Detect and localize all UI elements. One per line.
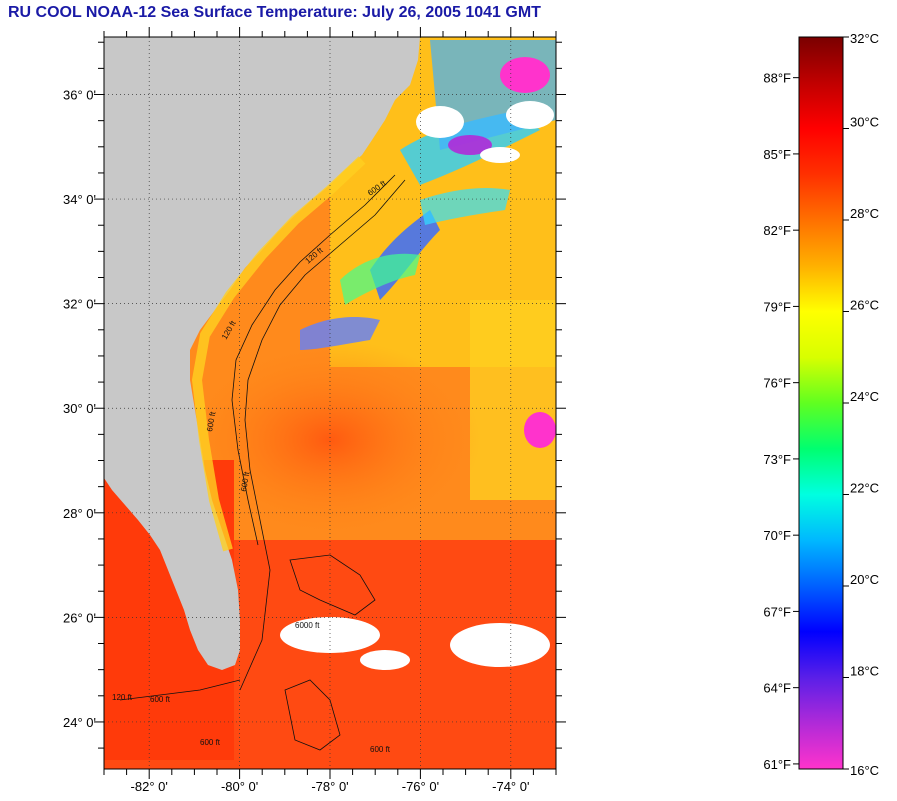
celsius-label: 30°C — [850, 115, 879, 130]
cloud-hatteras — [416, 106, 464, 138]
contour-label: 120 ft — [112, 693, 133, 702]
latitude-label: 32° 0' — [63, 297, 96, 312]
axis-ticks — [94, 27, 566, 779]
latitude-label: 26° 0' — [63, 610, 96, 625]
longitude-label: -74° 0' — [492, 779, 529, 794]
latitude-label: 30° 0' — [63, 401, 96, 416]
contour-label: 600 ft — [150, 695, 171, 704]
latitude-label: 24° 0' — [63, 715, 96, 730]
fahrenheit-label: 76°F — [763, 376, 791, 391]
fahrenheit-label: 67°F — [763, 604, 791, 619]
fahrenheit-label: 64°F — [763, 681, 791, 696]
celsius-label: 28°C — [850, 206, 879, 221]
contour-keys — [119, 679, 241, 701]
graticule — [104, 37, 556, 769]
magenta-patch-east — [524, 412, 556, 448]
latitude-label: 36° 0' — [63, 88, 96, 103]
longitude-label: -76° 0' — [402, 779, 439, 794]
celsius-ticks: 32°C 30°C 28°C 26°C 24°C 22°C 20°C 18°C 16°C — [843, 31, 879, 778]
yellow-eastern-waters — [470, 300, 556, 500]
cool-filament-2 — [340, 253, 420, 305]
contour-label: 600 ft — [239, 470, 251, 492]
contour-600ft — [239, 179, 406, 691]
warm-center-blob — [180, 340, 480, 540]
celsius-label: 16°C — [850, 763, 879, 778]
contour-label: 6000 ft — [295, 621, 320, 630]
contour-bahamas — [289, 554, 376, 616]
cloud-ne-2 — [480, 147, 520, 163]
fahrenheit-ticks: 88°F 85°F 82°F 79°F 76°F 73°F 70°F 67°F 64°F 61°F — [763, 71, 799, 772]
cloud-bahamas-3 — [360, 650, 410, 670]
fahrenheit-label: 88°F — [763, 71, 791, 86]
color-scale-bar — [798, 36, 844, 770]
fahrenheit-label: 82°F — [763, 223, 791, 238]
cloud-bahamas-1 — [280, 617, 380, 653]
coastal-warm-band — [191, 156, 366, 552]
contour-bahamas-2 — [284, 679, 341, 751]
magenta-patch-ne — [500, 57, 550, 93]
contour-label: 600 ft — [370, 745, 391, 754]
latitude-label: 34° 0' — [63, 192, 96, 207]
magenta-patch-mid — [448, 135, 492, 155]
celsius-label: 26°C — [850, 298, 879, 313]
contour-label: 600 ft — [200, 738, 221, 747]
cloud-bahamas-2 — [450, 623, 550, 667]
longitude-label: -78° 0' — [311, 779, 348, 794]
longitude-label: -82° 0' — [131, 779, 168, 794]
contour-label: 600 ft — [205, 410, 217, 432]
cool-filament-4 — [420, 188, 510, 225]
longitude-labels: -82° 0' -80° 0' -78° 0' -76° 0' -74° 0' — [131, 779, 530, 794]
map-imagery — [104, 37, 556, 769]
fahrenheit-label: 73°F — [763, 452, 791, 467]
cloud-ne — [506, 101, 554, 129]
longitude-label: -80° 0' — [221, 779, 258, 794]
celsius-label: 22°C — [850, 481, 879, 496]
celsius-label: 20°C — [850, 572, 879, 587]
contour-120ft — [231, 174, 396, 546]
celsius-label: 24°C — [850, 389, 879, 404]
celsius-label: 18°C — [850, 664, 879, 679]
land-mass — [104, 37, 420, 670]
celsius-label: 32°C — [850, 31, 879, 46]
map-title: RU COOL NOAA-12 Sea Surface Temperature:… — [8, 4, 541, 21]
fahrenheit-label: 70°F — [763, 528, 791, 543]
latitude-labels: 36° 0' 34° 0' 32° 0' 30° 0' 28° 0' 26° 0' 24° … — [63, 88, 96, 730]
latitude-label: 28° 0' — [63, 506, 96, 521]
fahrenheit-label: 85°F — [763, 147, 791, 162]
fahrenheit-label: 61°F — [763, 757, 791, 772]
cool-filament-3 — [300, 317, 380, 350]
fahrenheit-label: 79°F — [763, 299, 791, 314]
